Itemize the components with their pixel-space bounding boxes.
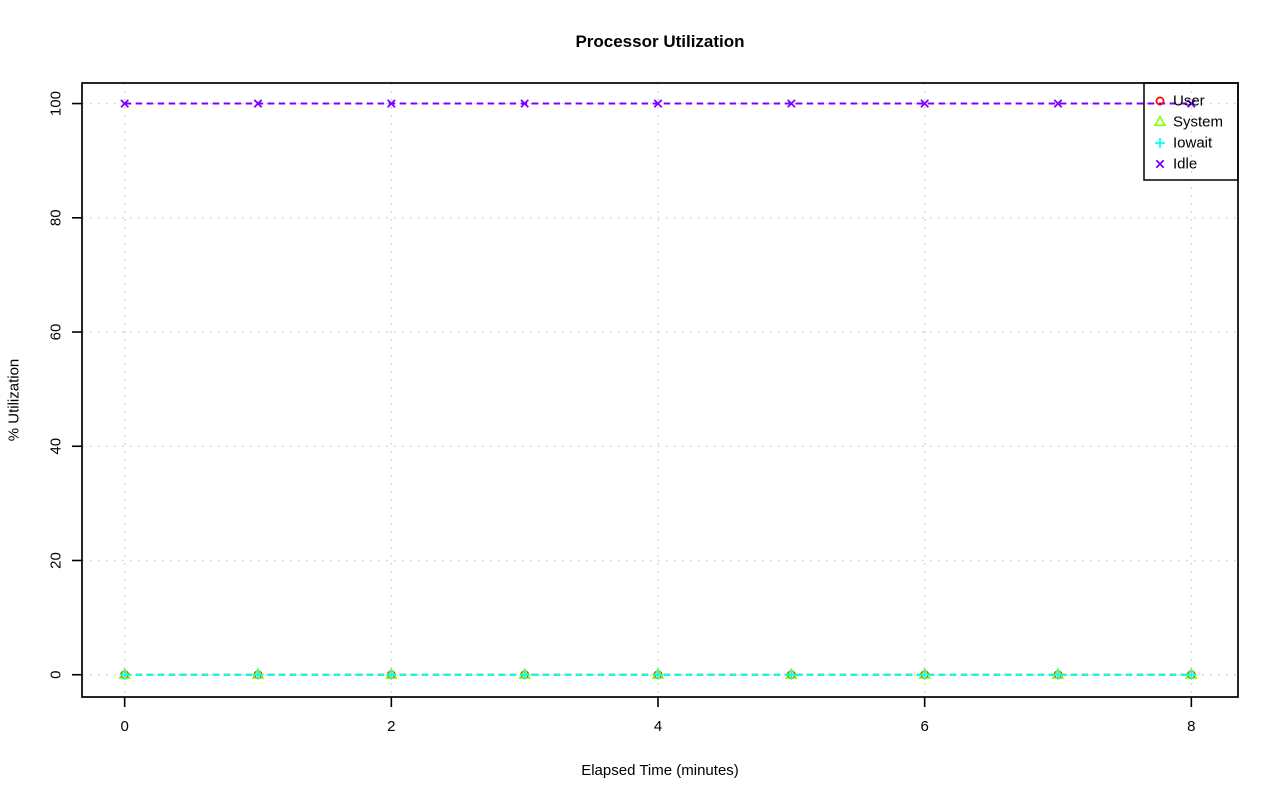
marker-iowait	[119, 669, 130, 680]
marker-iowait	[1186, 669, 1197, 680]
plot-border	[81, 82, 1239, 698]
legend-marker-system	[1153, 114, 1167, 127]
x-tick-label: 2	[387, 718, 395, 735]
marker-iowait	[519, 669, 530, 680]
x-axis-label: Elapsed Time (minutes)	[581, 762, 739, 779]
legend-label-user: User	[1173, 93, 1205, 110]
marker-idle	[1186, 99, 1196, 108]
x-tick-label: 6	[920, 718, 928, 735]
marker-iowait	[253, 669, 263, 680]
chart-title: Processor Utilization	[575, 32, 745, 51]
legend-label-idle: Idle	[1173, 156, 1197, 173]
legend-marker-iowait	[1155, 138, 1165, 148]
y-tick-label: 80	[48, 209, 65, 226]
x-tick-label: 8	[1187, 718, 1195, 735]
marker-idle	[653, 99, 663, 108]
marker-iowait	[653, 669, 663, 680]
marker-iowait	[786, 669, 797, 680]
x-tick-label: 4	[654, 718, 662, 735]
marker-iowait	[1053, 669, 1063, 680]
marker-iowait	[386, 669, 397, 680]
marker-idle	[120, 99, 130, 108]
marker-idle	[786, 99, 796, 108]
x-tick-label: 0	[120, 718, 128, 735]
legend-marker-user	[1155, 96, 1165, 106]
marker-idle	[253, 99, 263, 108]
marker-idle	[920, 99, 930, 108]
marker-iowait	[919, 669, 930, 680]
legend-box	[1143, 82, 1239, 181]
legend-marker-idle	[1155, 159, 1165, 169]
y-tick-label: 60	[48, 324, 65, 341]
legend-label-iowait: Iowait	[1173, 135, 1213, 152]
marker-idle	[1053, 99, 1063, 108]
legend-label-system: System	[1173, 114, 1223, 131]
y-tick-label: 40	[48, 438, 65, 455]
y-tick-label: 100	[48, 91, 65, 116]
marker-idle	[520, 99, 530, 108]
y-tick-label: 20	[48, 552, 65, 569]
marker-idle	[386, 99, 396, 108]
y-tick-label: 0	[48, 671, 65, 679]
